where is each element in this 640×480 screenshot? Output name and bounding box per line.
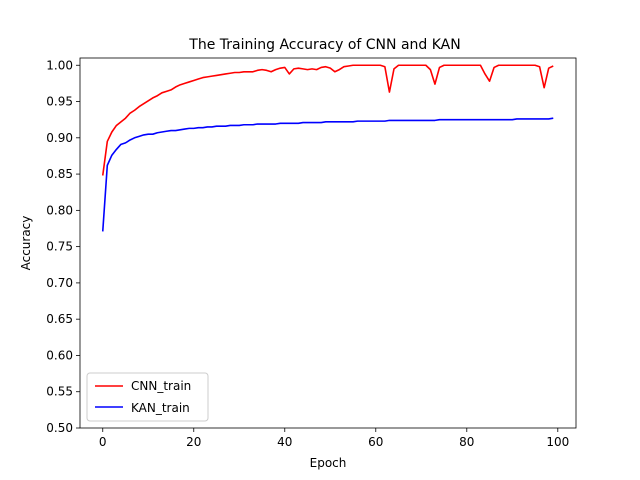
x-tick-label: 20 [186, 435, 201, 449]
series-line-kan-train [101, 117, 554, 232]
y-axis: 0.50 0.55 0.60 0.65 0.70 0.75 0.80 0.85 0.90 0.95… [46, 58, 80, 435]
plot-frame [79, 57, 577, 429]
y-tick-label: 1.00 [46, 58, 73, 72]
x-axis-label: Epoch [310, 456, 347, 470]
legend: CNN_train KAN_train [86, 372, 209, 422]
x-tick-label: 100 [546, 435, 569, 449]
x-tick-label: 60 [368, 435, 383, 449]
y-axis-label: Accuracy [19, 216, 33, 271]
y-tick-label: 0.80 [46, 203, 73, 217]
series-layer [101, 64, 554, 232]
y-tick-label: 0.85 [46, 167, 73, 181]
x-axis: 0 20 40 60 80 100 [99, 428, 569, 449]
y-tick-label: 0.60 [46, 348, 73, 362]
y-tick-label: 0.50 [46, 421, 73, 435]
legend-box [86, 372, 209, 422]
y-tick-label: 0.75 [46, 240, 73, 254]
x-tick-label: 80 [459, 435, 474, 449]
legend-label-kan-train: KAN_train [131, 401, 190, 415]
y-tick-label: 0.55 [46, 385, 73, 399]
legend-label-cnn-train: CNN_train [131, 379, 191, 393]
y-tick-label: 0.70 [46, 276, 73, 290]
x-tick-label: 40 [277, 435, 292, 449]
y-tick-label: 0.65 [46, 312, 73, 326]
y-tick-label: 0.95 [46, 95, 73, 109]
y-tick-label: 0.90 [46, 131, 73, 145]
x-tick-label: 0 [99, 435, 107, 449]
chart-title: The Training Accuracy of CNN and KAN [188, 37, 460, 53]
series-line-cnn-train [101, 64, 554, 176]
